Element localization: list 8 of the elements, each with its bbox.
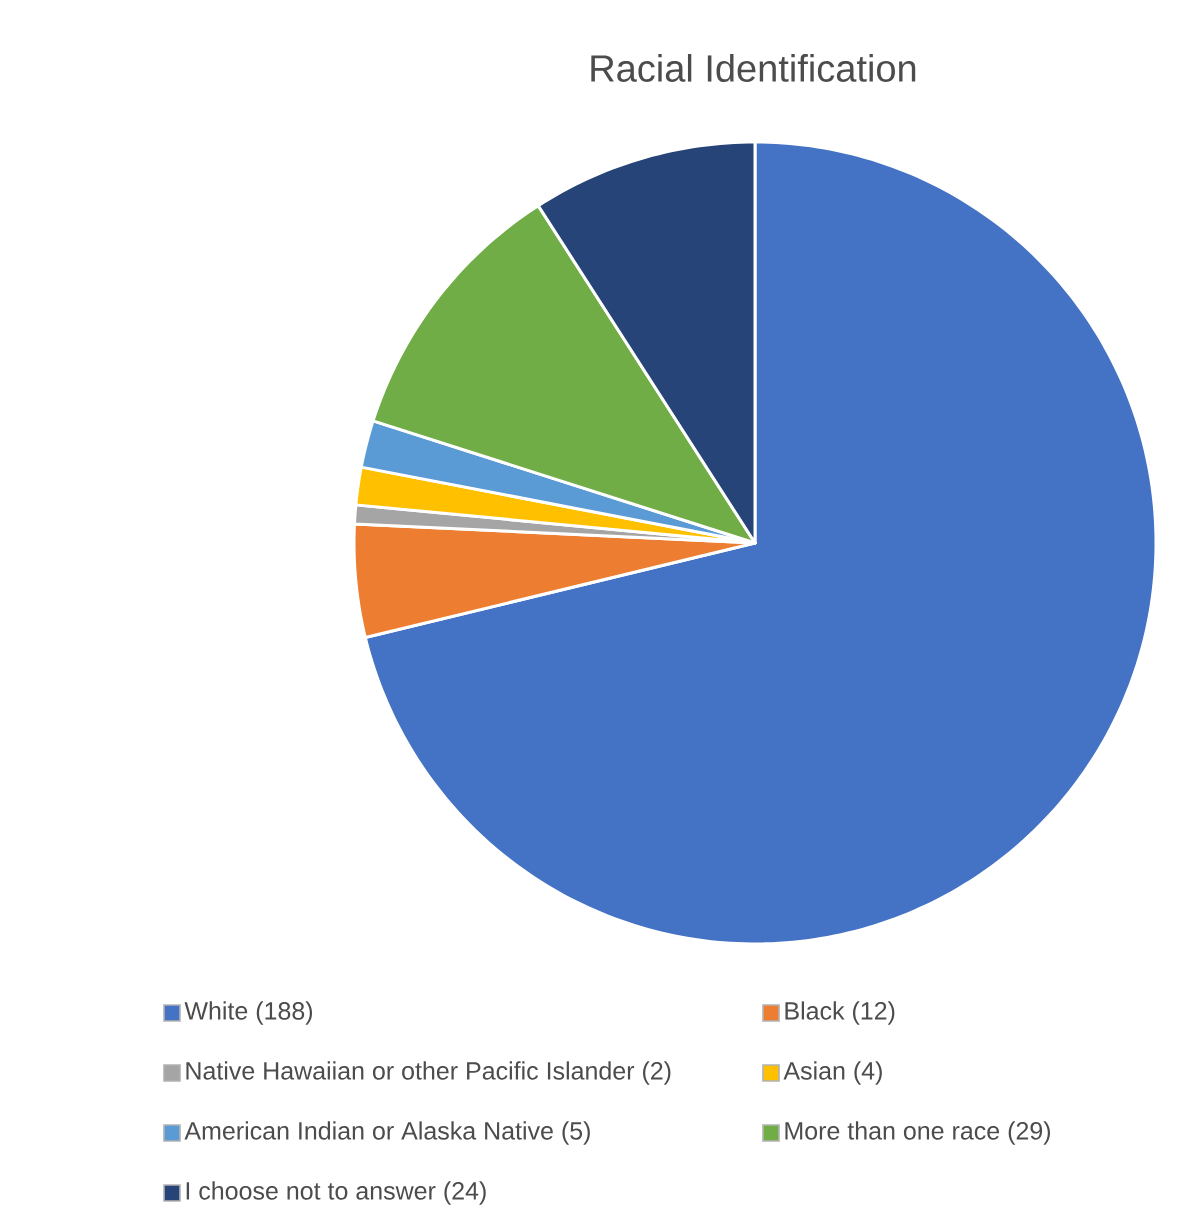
legend-label: Native Hawaiian or other Pacific Islander (2): [186, 1061, 671, 1085]
legend-label: American Indian or Alaska Native (5): [184, 1121, 590, 1145]
chart-title: Racial Identification: [591, 54, 916, 82]
legend-label: I choose not to answer (24): [186, 1181, 486, 1205]
legend-label: White (188): [184, 1001, 313, 1025]
legend-label: Asian (4): [783, 1061, 882, 1085]
legend-label: Black (12): [785, 1001, 895, 1025]
legend-label: More than one race (29): [785, 1121, 1051, 1145]
